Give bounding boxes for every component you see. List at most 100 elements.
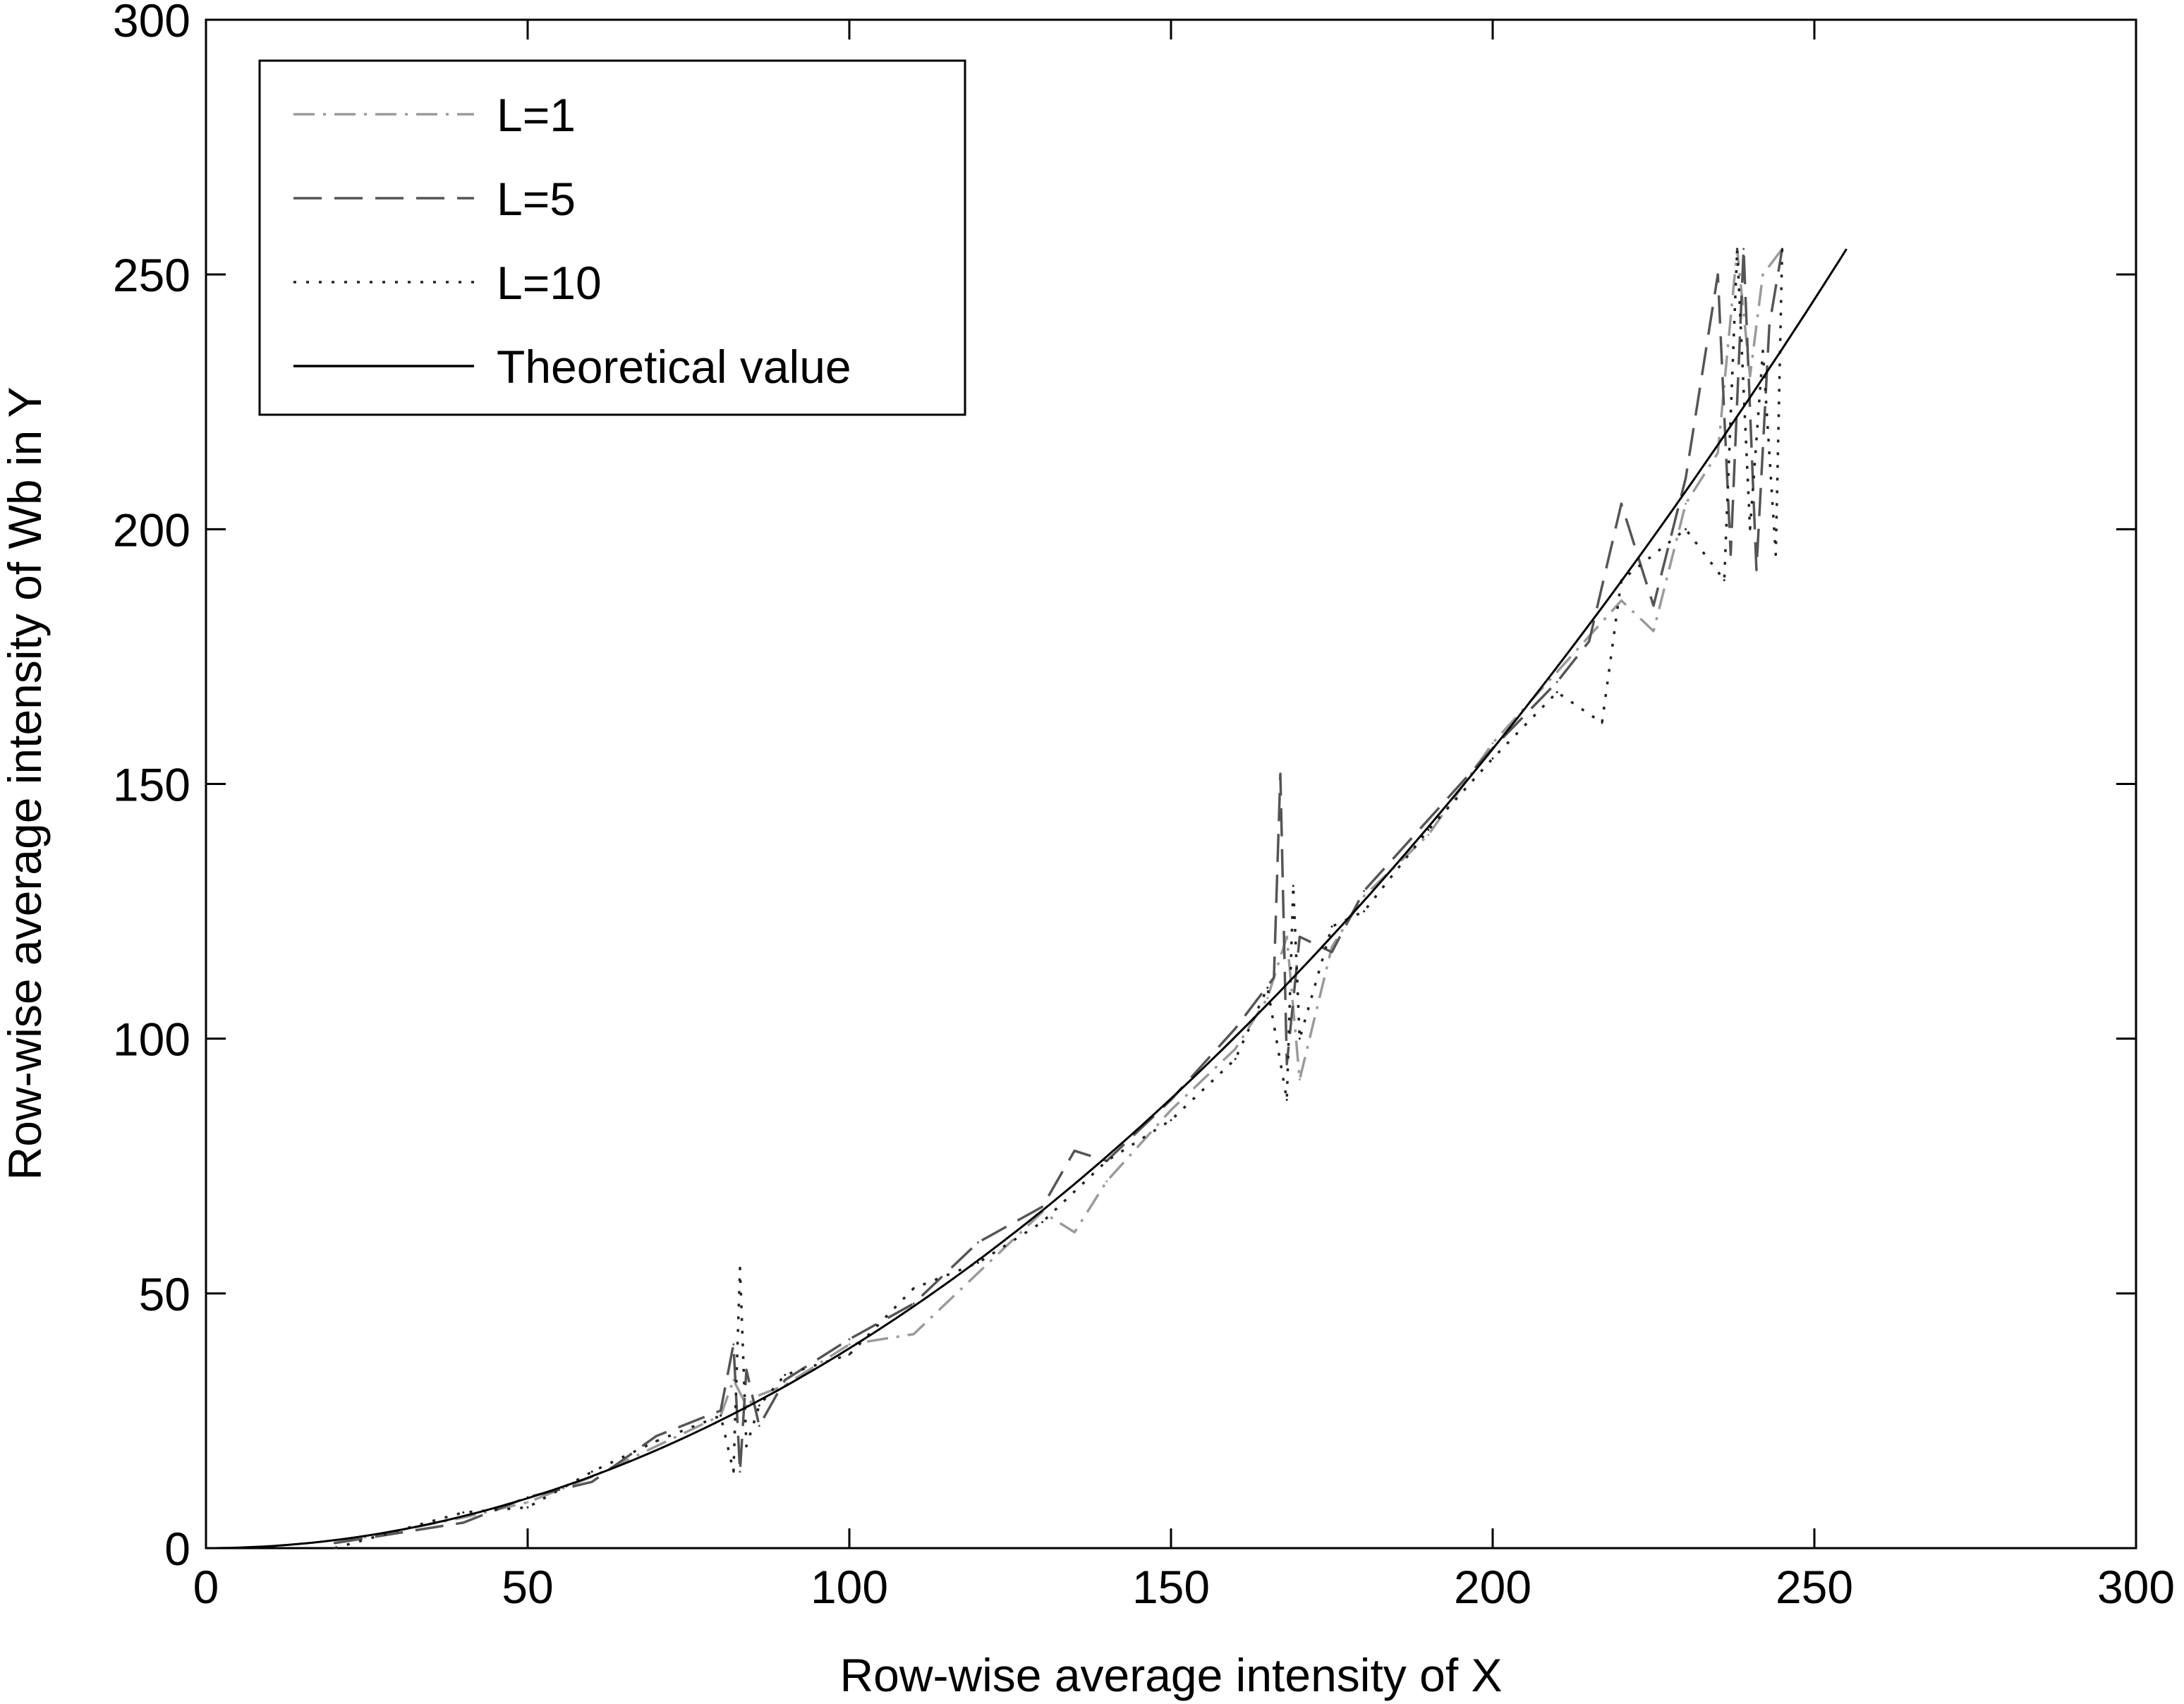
data-point bbox=[1749, 528, 1752, 530]
data-point bbox=[784, 1379, 787, 1382]
data-point bbox=[848, 1338, 851, 1341]
data-point bbox=[1620, 502, 1622, 505]
x-tick-label: 50 bbox=[502, 1561, 553, 1613]
y-axis-label: Row-wise average intensity of Wb in Y bbox=[0, 387, 51, 1181]
data-point bbox=[912, 1302, 915, 1305]
data-point bbox=[1652, 604, 1655, 607]
data-point bbox=[333, 1542, 336, 1545]
axis-ticks: 0 50 100 150 200 250 300 0 50 100 150 200 250 300 bbox=[113, 0, 2175, 1613]
data-point bbox=[333, 1547, 336, 1550]
data-point bbox=[1780, 248, 1783, 250]
data-point bbox=[912, 1287, 915, 1290]
data-point bbox=[976, 1241, 979, 1244]
data-point bbox=[1234, 1027, 1237, 1030]
data-point bbox=[1761, 350, 1764, 353]
data-point bbox=[720, 1414, 722, 1417]
y-tick-label: 150 bbox=[113, 759, 190, 811]
legend-box bbox=[258, 59, 966, 416]
series-theoretical-value bbox=[206, 248, 1848, 1550]
data-point bbox=[1073, 1231, 1076, 1234]
data-point bbox=[1234, 1047, 1237, 1050]
data-point bbox=[1298, 935, 1301, 938]
y-tick-label: 250 bbox=[113, 249, 190, 301]
data-point bbox=[732, 1343, 735, 1346]
data-point bbox=[1716, 451, 1719, 454]
data-point bbox=[1588, 640, 1591, 643]
data-point bbox=[1363, 889, 1366, 892]
y-tick-label: 200 bbox=[113, 504, 190, 556]
data-point bbox=[1073, 1150, 1076, 1152]
series-layer bbox=[206, 248, 1848, 1550]
series-line bbox=[206, 248, 1848, 1550]
data-point bbox=[1170, 1109, 1172, 1112]
data-point bbox=[1427, 829, 1430, 832]
legend-label: Theoretical value bbox=[497, 341, 851, 393]
data-point bbox=[462, 1511, 465, 1514]
data-point bbox=[526, 1506, 529, 1509]
data-point bbox=[1761, 273, 1764, 276]
data-point bbox=[655, 1440, 657, 1442]
y-tick-label: 50 bbox=[139, 1268, 190, 1320]
data-point bbox=[1041, 1205, 1044, 1208]
x-tick-label: 100 bbox=[811, 1561, 888, 1613]
data-point bbox=[1491, 742, 1494, 745]
data-point bbox=[1736, 248, 1739, 250]
data-point bbox=[655, 1445, 657, 1448]
series-line bbox=[334, 248, 1784, 1545]
legend-entry: L=5 bbox=[293, 173, 576, 225]
data-point bbox=[1266, 997, 1269, 999]
data-point bbox=[848, 1353, 851, 1356]
x-tick-label: 300 bbox=[2097, 1561, 2175, 1613]
data-point bbox=[1723, 579, 1725, 582]
data-point bbox=[1285, 1098, 1288, 1101]
data-point bbox=[1774, 553, 1777, 556]
data-point bbox=[1755, 568, 1758, 571]
data-point bbox=[1555, 671, 1558, 674]
x-axis-label: Row-wise average intensity of X bbox=[839, 1649, 1502, 1701]
data-point bbox=[1285, 1063, 1288, 1066]
data-point bbox=[1555, 681, 1558, 683]
data-point bbox=[655, 1435, 657, 1437]
data-point bbox=[1427, 818, 1430, 821]
data-point bbox=[912, 1333, 915, 1336]
data-point bbox=[1491, 757, 1494, 760]
data-point bbox=[784, 1373, 787, 1376]
legend-entry: L=1 bbox=[293, 89, 576, 141]
x-tick-label: 0 bbox=[193, 1561, 219, 1613]
data-point bbox=[1555, 690, 1558, 693]
data-point bbox=[1749, 375, 1752, 378]
data-point bbox=[1105, 1180, 1108, 1183]
legend-entry: Theoretical value bbox=[293, 341, 851, 393]
y-tick-label: 100 bbox=[113, 1014, 190, 1066]
data-point bbox=[758, 1425, 760, 1428]
data-point bbox=[1330, 946, 1333, 949]
data-point bbox=[1601, 722, 1603, 724]
data-point bbox=[1279, 772, 1282, 775]
data-point bbox=[1330, 925, 1333, 928]
data-point bbox=[590, 1480, 593, 1483]
data-point bbox=[1685, 502, 1687, 505]
data-point bbox=[1170, 1119, 1172, 1121]
data-point bbox=[462, 1521, 465, 1524]
legend-label: L=1 bbox=[497, 89, 576, 141]
data-point bbox=[848, 1343, 851, 1346]
data-point bbox=[1716, 273, 1719, 276]
data-point bbox=[720, 1409, 722, 1412]
data-point bbox=[1768, 324, 1771, 327]
data-point bbox=[590, 1471, 593, 1473]
legend-entry: L=10 bbox=[293, 257, 602, 309]
data-point bbox=[1285, 935, 1288, 938]
series-line bbox=[334, 248, 1783, 1545]
data-point bbox=[1363, 894, 1366, 897]
data-point bbox=[1652, 630, 1655, 633]
data-point bbox=[758, 1394, 760, 1396]
y-tick-label: 0 bbox=[164, 1523, 190, 1575]
data-point bbox=[976, 1272, 979, 1274]
data-point bbox=[1685, 477, 1687, 480]
data-point bbox=[1266, 986, 1269, 989]
data-point bbox=[1427, 834, 1430, 836]
data-point bbox=[976, 1261, 979, 1264]
x-tick-label: 150 bbox=[1132, 1561, 1210, 1613]
data-point bbox=[758, 1404, 760, 1407]
